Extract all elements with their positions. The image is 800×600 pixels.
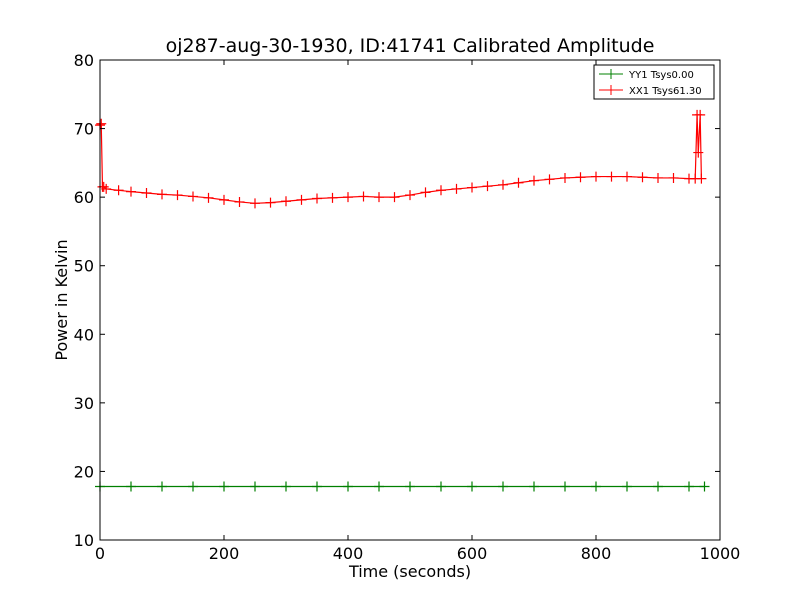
legend-marker-yy1 xyxy=(606,69,616,79)
data-point xyxy=(312,481,322,492)
data-point xyxy=(101,183,112,194)
data-point xyxy=(203,192,214,203)
data-point xyxy=(420,187,431,198)
x-axis: 0 200 400 600 800 1000 xyxy=(95,60,740,563)
y-axis-label: Power in Kelvin xyxy=(52,239,71,360)
legend-entry-xx1: XX1 Tsys61.30 xyxy=(599,85,702,97)
series-line xyxy=(99,114,702,204)
x-tick-label: 0 xyxy=(95,544,105,563)
x-tick-label: 600 xyxy=(457,544,488,563)
data-point xyxy=(157,481,167,492)
data-point xyxy=(653,172,663,183)
data-point xyxy=(695,109,706,120)
data-point xyxy=(451,183,462,194)
data-point xyxy=(113,185,124,196)
y-tick-label: 10 xyxy=(74,531,94,550)
legend: YY1 Tsys0.00 XX1 Tsys61.30 xyxy=(593,64,715,100)
data-point xyxy=(374,481,384,492)
chart-title: oj287-aug-30-1930, ID:41741 Calibrated A… xyxy=(166,35,655,57)
data-point xyxy=(188,191,198,202)
legend-marker-xx1 xyxy=(606,85,616,95)
data-point xyxy=(436,185,446,196)
data-point xyxy=(591,481,601,492)
data-point xyxy=(622,171,632,182)
data-point xyxy=(358,191,369,202)
y-tick-label: 70 xyxy=(74,120,94,139)
data-point xyxy=(529,175,539,186)
data-point xyxy=(265,197,276,208)
data-point xyxy=(296,194,307,205)
data-point xyxy=(219,194,229,205)
data-point xyxy=(560,481,570,492)
data-point xyxy=(374,192,384,203)
data-point xyxy=(560,172,570,183)
data-point xyxy=(467,182,477,193)
data-point xyxy=(529,481,539,492)
data-point xyxy=(498,481,508,492)
data-point xyxy=(126,186,136,197)
data-point xyxy=(172,190,183,201)
data-point xyxy=(668,172,679,183)
data-point xyxy=(467,481,477,492)
y-tick-label: 60 xyxy=(74,188,94,207)
y-axis: 10 20 30 40 50 60 70 80 xyxy=(74,51,720,550)
data-point xyxy=(693,147,704,158)
data-point xyxy=(219,481,229,492)
legend-label-xx1: XX1 Tsys61.30 xyxy=(629,86,702,97)
legend-box xyxy=(593,64,715,100)
data-point xyxy=(637,172,648,183)
data-point xyxy=(126,481,136,492)
data-point xyxy=(405,190,415,201)
y-tick-label: 50 xyxy=(74,257,94,276)
x-tick-label: 400 xyxy=(333,544,364,563)
data-point xyxy=(696,173,707,184)
data-point xyxy=(436,481,446,492)
legend-entry-yy1: YY1 Tsys0.00 xyxy=(599,69,694,81)
series-layer xyxy=(95,109,710,492)
x-axis-label: Time (seconds) xyxy=(348,562,471,581)
data-point xyxy=(482,181,493,192)
data-point xyxy=(281,196,291,207)
data-point xyxy=(343,192,353,203)
y-tick-label: 20 xyxy=(74,462,94,481)
data-point xyxy=(513,177,524,188)
data-point xyxy=(498,179,508,190)
data-point xyxy=(281,481,291,492)
data-point xyxy=(699,481,710,492)
data-point xyxy=(544,174,555,185)
x-tick-label: 800 xyxy=(581,544,612,563)
series-1 xyxy=(95,109,707,209)
data-point xyxy=(343,481,353,492)
data-point xyxy=(684,481,694,492)
data-point xyxy=(591,171,601,182)
data-point xyxy=(606,171,617,182)
y-tick-label: 30 xyxy=(74,394,94,413)
data-point xyxy=(141,188,152,199)
data-point xyxy=(653,481,663,492)
data-point xyxy=(157,189,167,200)
x-tick-label: 1000 xyxy=(700,544,741,563)
data-point xyxy=(96,118,107,129)
x-tick-label: 200 xyxy=(209,544,240,563)
data-point xyxy=(405,481,415,492)
data-point xyxy=(250,481,260,492)
legend-label-yy1: YY1 Tsys0.00 xyxy=(628,70,694,81)
plot-frame xyxy=(99,59,721,541)
data-point xyxy=(250,198,260,209)
data-point xyxy=(575,172,586,183)
data-point xyxy=(389,192,400,203)
data-point xyxy=(622,481,632,492)
data-point xyxy=(327,192,338,203)
data-point xyxy=(312,193,322,204)
data-point xyxy=(188,481,198,492)
y-tick-label: 80 xyxy=(74,51,94,70)
y-tick-label: 40 xyxy=(74,325,94,344)
series-0 xyxy=(95,481,710,492)
data-point xyxy=(234,196,245,207)
